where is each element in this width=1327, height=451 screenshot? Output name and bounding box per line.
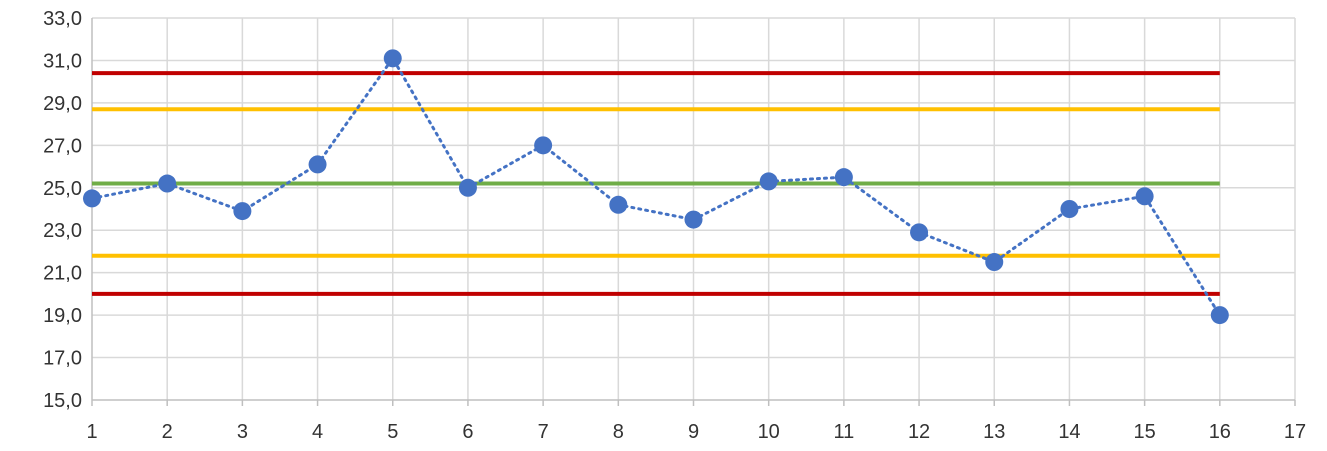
- x-tick-label: 3: [237, 421, 248, 443]
- y-tick-label: 19,0: [43, 305, 82, 327]
- x-tick-label: 14: [1058, 421, 1080, 443]
- data-point: [233, 202, 252, 221]
- x-tick-label: 1: [86, 421, 97, 443]
- data-point: [609, 195, 628, 214]
- data-point: [1210, 306, 1229, 325]
- data-point: [383, 49, 402, 68]
- x-tick-label: 15: [1134, 421, 1156, 443]
- tick-labels: 15,0 17,0 19,0 21,0 23,0 25,0 27,0 29,0 31,0 33,0…: [43, 8, 1306, 443]
- x-tick-label: 9: [688, 421, 699, 443]
- series-line: [90, 55, 1222, 317]
- data-point: [458, 178, 477, 197]
- x-tick-label: 5: [387, 421, 398, 443]
- x-tick-label: 16: [1209, 421, 1231, 443]
- x-tick-label: 6: [462, 421, 473, 443]
- grid-layer: [92, 17, 1296, 400]
- data-point: [910, 223, 929, 242]
- y-tick-label: 15,0: [43, 390, 82, 412]
- x-tick-label: 13: [983, 421, 1005, 443]
- y-tick-label: 27,0: [43, 135, 82, 157]
- data-point: [684, 210, 703, 229]
- y-tick-label: 25,0: [43, 178, 82, 200]
- x-tick-label: 8: [613, 421, 624, 443]
- data-point: [1135, 187, 1154, 206]
- reference-lines: [92, 71, 1220, 296]
- data-point: [1060, 200, 1079, 218]
- axis-layer: [91, 18, 1296, 406]
- y-tick-label: 31,0: [43, 50, 82, 72]
- x-tick-label: 10: [758, 421, 780, 443]
- series-layer: [83, 49, 1229, 325]
- data-point: [308, 155, 327, 174]
- y-tick-label: 29,0: [43, 93, 82, 115]
- x-tick-label: 11: [833, 421, 854, 443]
- y-tick-label: 33,0: [43, 8, 82, 30]
- x-tick-label: 17: [1284, 421, 1306, 443]
- data-point: [834, 168, 853, 187]
- x-tick-label: 4: [312, 421, 323, 443]
- data-point: [158, 174, 177, 193]
- data-point: [985, 253, 1004, 272]
- y-tick-label: 21,0: [43, 263, 82, 285]
- data-point: [759, 172, 778, 191]
- y-tick-label: 17,0: [43, 348, 82, 370]
- x-tick-label: 12: [908, 421, 930, 443]
- data-point: [83, 189, 101, 208]
- x-tick-label: 2: [162, 421, 173, 443]
- x-tick-label: 7: [538, 421, 549, 443]
- data-point: [534, 136, 553, 155]
- y-tick-label: 23,0: [43, 220, 82, 242]
